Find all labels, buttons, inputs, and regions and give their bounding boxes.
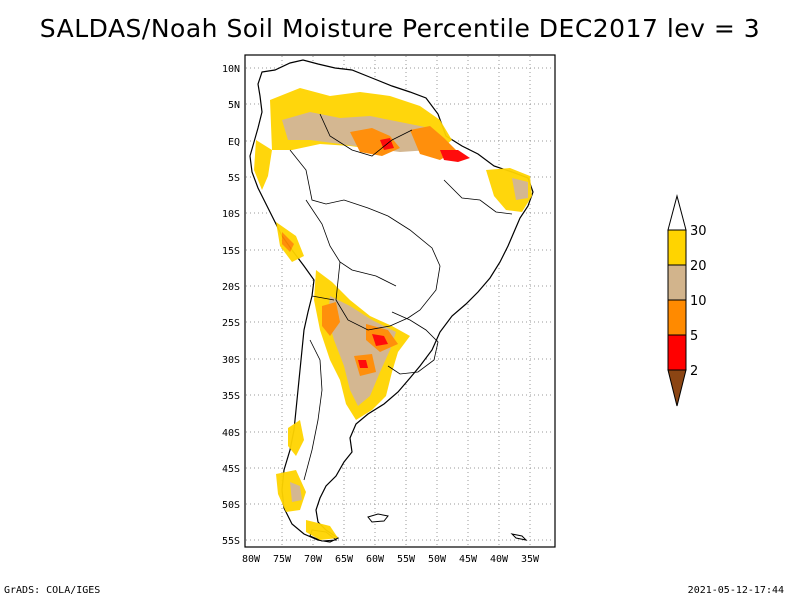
x-tick-label: 65W — [335, 554, 354, 565]
legend-swatch-2-5 — [667, 334, 687, 371]
y-tick-label: 5S — [228, 173, 240, 184]
x-tick-label: 70W — [304, 554, 323, 565]
y-tick-label: 25S — [222, 318, 240, 329]
x-axis-ticks: 80W 75W 70W 65W 60W 55W 50W 45W 40W 35W — [242, 554, 540, 565]
plot-area — [244, 54, 556, 548]
shade-2-5 — [440, 150, 470, 162]
shade-2-5 — [372, 334, 388, 346]
x-tick-label: 55W — [397, 554, 416, 565]
legend-label: 20 — [690, 259, 707, 274]
y-tick-label: 10N — [222, 64, 240, 75]
country-borders — [289, 113, 513, 481]
legend-bottom-triangle — [667, 369, 687, 407]
south-america-outline — [249, 59, 534, 543]
color-legend: 30 20 10 5 2 — [667, 194, 707, 407]
falkland-islands — [367, 513, 389, 523]
footer-credit: GrADS: COLA/IGES — [4, 585, 101, 596]
y-tick-label: 45S — [222, 464, 240, 475]
footer-timestamp: 2021-05-12-17:44 — [687, 585, 784, 596]
y-tick-label: 15S — [222, 246, 240, 257]
y-tick-label: 55S — [222, 536, 240, 547]
x-tick-label: 75W — [273, 554, 292, 565]
shade-5-10 — [282, 232, 294, 252]
shade-20-30 — [254, 140, 272, 190]
y-tick-label: 40S — [222, 428, 240, 439]
shade-10-20 — [512, 178, 528, 200]
shade-2-5 — [358, 360, 368, 368]
y-axis-ticks: 10N 5N EQ 5S 10S 15S 20S 25S 30S 35S 40S… — [222, 64, 240, 547]
y-tick-label: 10S — [222, 209, 240, 220]
y-tick-label: 35S — [222, 391, 240, 402]
legend-label: 10 — [690, 294, 707, 309]
shade-20-30 — [288, 420, 304, 456]
legend-top-triangle — [667, 194, 687, 231]
shade-10-20 — [290, 482, 302, 502]
x-tick-label: 80W — [242, 554, 261, 565]
y-tick-label: 20S — [222, 282, 240, 293]
percentile-shading — [254, 88, 532, 540]
y-tick-label: 50S — [222, 500, 240, 511]
shade-10-20 — [328, 296, 396, 406]
x-tick-label: 40W — [490, 554, 509, 565]
legend-swatch-5-10 — [667, 299, 687, 336]
x-tick-label: 45W — [459, 554, 478, 565]
legend-swatch-10-20 — [667, 264, 687, 301]
shade-20-30 — [306, 520, 338, 540]
x-tick-label: 35W — [521, 554, 540, 565]
shade-5-10 — [322, 302, 340, 336]
atlantic-island — [510, 533, 528, 541]
shade-20-30 — [486, 168, 532, 212]
map-title: SALDAS/Noah Soil Moisture Percentile DEC… — [39, 14, 761, 43]
x-tick-label: 50W — [428, 554, 447, 565]
legend-swatch-20-30 — [667, 229, 687, 266]
y-tick-label: 5N — [228, 100, 240, 111]
legend-label: 5 — [690, 329, 698, 344]
legend-label: 2 — [690, 364, 698, 379]
x-tick-label: 60W — [366, 554, 385, 565]
y-tick-label: 30S — [222, 355, 240, 366]
legend-label: 30 — [690, 224, 707, 239]
y-tick-label: EQ — [228, 137, 240, 148]
